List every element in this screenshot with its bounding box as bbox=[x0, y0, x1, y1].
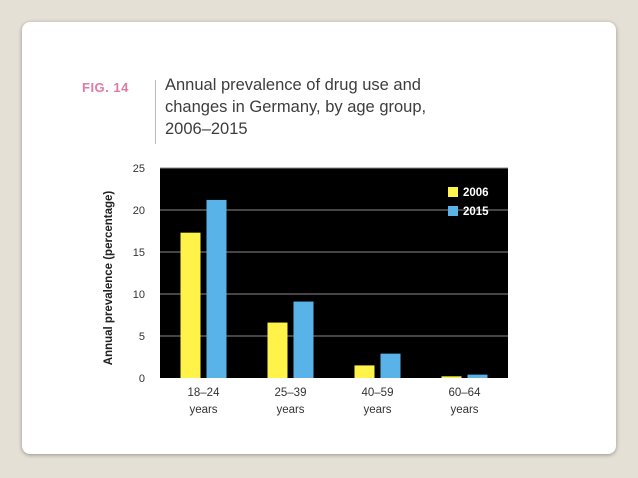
y-tick-label: 10 bbox=[133, 289, 145, 301]
x-tick-label: 18–24 bbox=[188, 387, 221, 399]
legend-swatch-2015 bbox=[448, 206, 458, 216]
bar-2006-3 bbox=[441, 376, 462, 378]
figure-label: FIG. 14 bbox=[82, 80, 129, 95]
bar-2006-1 bbox=[267, 322, 288, 378]
y-tick-label: 20 bbox=[133, 205, 145, 217]
legend-label-2015: 2015 bbox=[463, 206, 489, 218]
bar-2015-0 bbox=[206, 199, 227, 378]
bar-2015-3 bbox=[467, 374, 488, 378]
bar-2006-2 bbox=[354, 365, 375, 378]
y-axis-label: Annual prevalence (percentage) bbox=[103, 191, 115, 366]
bar-2015-2 bbox=[380, 353, 401, 378]
y-tick-label: 15 bbox=[133, 247, 145, 259]
x-tick-label-line2: years bbox=[189, 404, 217, 416]
chart-title-line-2: changes in Germany, by age group, bbox=[165, 98, 427, 116]
y-tick-label: 5 bbox=[139, 331, 145, 343]
legend-label-2006: 2006 bbox=[463, 187, 489, 199]
x-tick-label: 25–39 bbox=[275, 387, 307, 399]
title-divider bbox=[155, 80, 156, 144]
x-tick-label-line2: years bbox=[276, 404, 304, 416]
chart-title-line-1: Annual prevalence of drug use and bbox=[165, 76, 421, 94]
x-tick-label: 60–64 bbox=[449, 387, 482, 399]
bar-2006-0 bbox=[180, 232, 201, 378]
y-tick-label: 25 bbox=[133, 163, 145, 175]
x-tick-label-line2: years bbox=[450, 404, 478, 416]
bar-2015-1 bbox=[293, 301, 314, 378]
y-tick-label: 0 bbox=[139, 373, 145, 385]
x-tick-label-line2: years bbox=[363, 404, 391, 416]
legend-swatch-2006 bbox=[448, 187, 458, 197]
x-tick-label: 40–59 bbox=[362, 387, 394, 399]
chart-title-line-3: 2006–2015 bbox=[165, 120, 248, 138]
